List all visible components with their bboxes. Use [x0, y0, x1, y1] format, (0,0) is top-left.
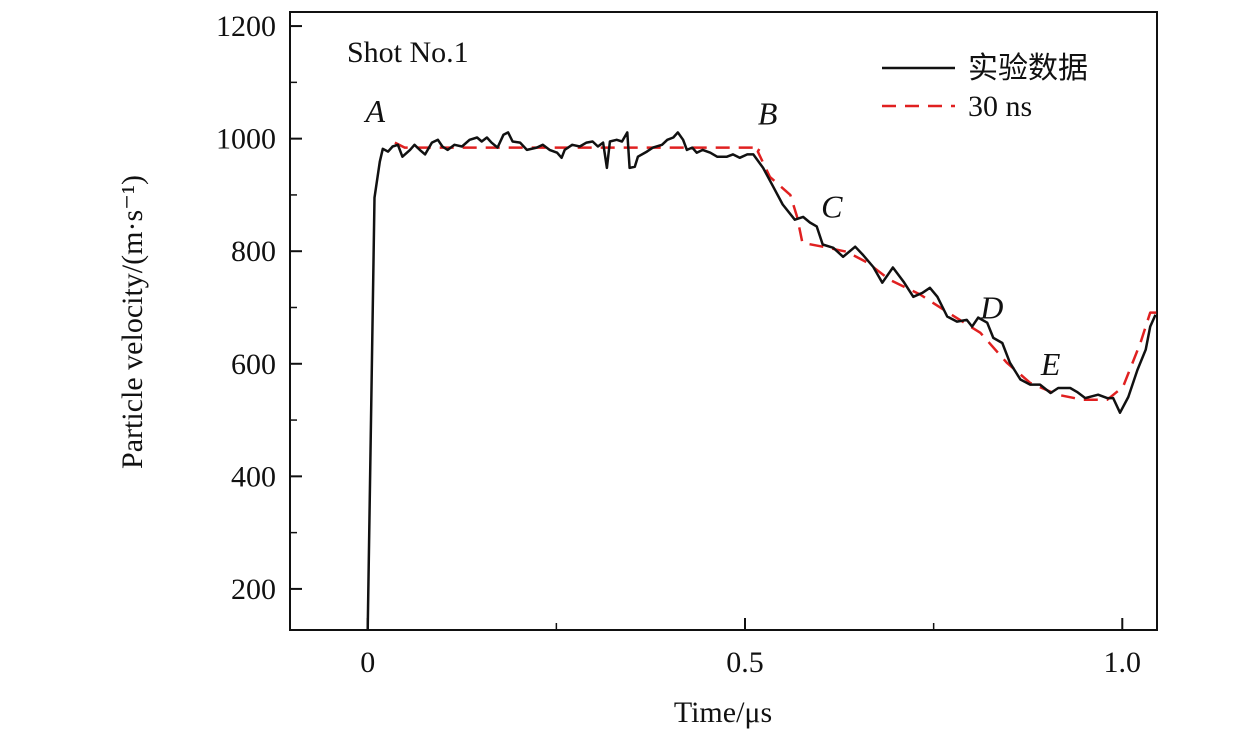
point-label-a: A — [363, 93, 385, 129]
x-tick-label: 0.5 — [726, 646, 764, 679]
y-tick-label: 600 — [231, 348, 276, 381]
x-axis-title: Time/μs — [674, 696, 772, 729]
legend-label-fit: 30 ns — [968, 90, 1032, 123]
point-label-c: C — [821, 188, 843, 224]
y-tick-label: 1000 — [216, 123, 276, 156]
point-labels: A B C D E — [363, 93, 1060, 382]
y-tick-label: 1200 — [216, 10, 276, 43]
series-layer — [366, 131, 1157, 631]
x-tick-label: 0 — [360, 646, 375, 679]
axis-ticks: 0 0.5 1.0 200 400 600 800 1000 1200 — [216, 10, 1141, 679]
y-tick-label: 200 — [231, 573, 276, 606]
plot-frame — [289, 11, 1158, 631]
experimental-data-line — [366, 131, 1157, 631]
y-tick-label: 800 — [231, 235, 276, 268]
y-tick-label: 400 — [231, 460, 276, 493]
point-label-d: D — [979, 290, 1003, 326]
legend-label-experimental: 实验数据 — [968, 52, 1088, 85]
shot-annotation: Shot No.1 — [347, 36, 469, 69]
x-tick-label: 1.0 — [1104, 646, 1142, 679]
point-label-e: E — [1040, 346, 1061, 382]
point-label-b: B — [758, 96, 778, 132]
legend: 实验数据 30 ns — [882, 52, 1088, 123]
y-axis-title: Particle velocity/(m·s⁻¹) — [116, 175, 149, 469]
